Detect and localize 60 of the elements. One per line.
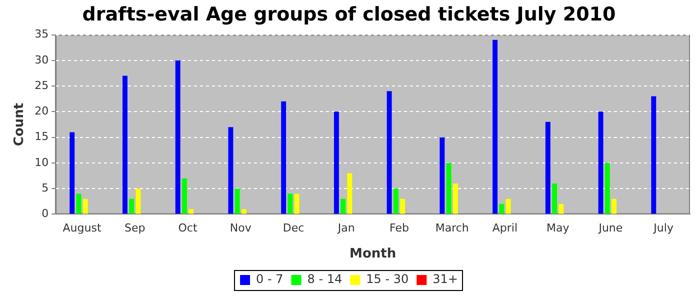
bar xyxy=(492,40,498,214)
bar xyxy=(604,162,610,214)
bar xyxy=(446,162,452,214)
x-tick-label: Sep xyxy=(124,222,146,235)
bar xyxy=(334,112,339,214)
legend-label: 31+ xyxy=(432,272,458,286)
bar xyxy=(612,198,616,214)
legend-label: 0 - 7 xyxy=(256,272,284,286)
bar xyxy=(188,209,194,214)
bar xyxy=(228,127,234,214)
bar xyxy=(545,122,550,214)
x-tick-label: Nov xyxy=(230,222,252,235)
y-axis-title: Count xyxy=(12,102,28,146)
bar xyxy=(234,188,240,214)
y-tick-label: 20 xyxy=(34,104,49,118)
x-tick-label: April xyxy=(492,222,518,235)
bar xyxy=(558,204,564,214)
x-tick-label: Jan xyxy=(336,222,355,235)
y-tick-label: 10 xyxy=(34,156,49,169)
bar xyxy=(552,183,558,214)
bar xyxy=(288,194,293,214)
bar xyxy=(175,60,180,214)
bar xyxy=(393,188,398,214)
bar xyxy=(70,132,75,214)
chart-title: drafts-eval Age groups of closed tickets July 2010 xyxy=(82,3,616,26)
bar xyxy=(76,194,82,214)
x-tick-label: Dec xyxy=(282,222,304,235)
bar xyxy=(241,209,246,214)
bar xyxy=(386,91,392,214)
legend-label: 15 - 30 xyxy=(366,272,409,286)
y-tick-label: 15 xyxy=(34,130,49,144)
bar xyxy=(499,204,504,214)
x-tick-label: August xyxy=(62,222,102,235)
legend-label: 8 - 14 xyxy=(307,272,342,286)
bar xyxy=(440,137,445,214)
bar xyxy=(281,101,286,214)
bar xyxy=(82,198,88,214)
x-tick-label: May xyxy=(546,222,570,235)
x-tick-label: Oct xyxy=(178,222,198,235)
bar xyxy=(651,96,656,214)
bar xyxy=(598,112,604,214)
bar xyxy=(347,173,352,214)
bar xyxy=(136,188,141,214)
bar xyxy=(129,198,134,214)
y-tick-label: 35 xyxy=(34,28,49,41)
x-tick-label: March xyxy=(435,222,469,235)
bar xyxy=(400,198,406,214)
y-tick-label: 30 xyxy=(34,53,49,66)
x-tick-label: July xyxy=(652,222,674,235)
y-tick-label: 5 xyxy=(42,181,49,194)
x-tick-label: June xyxy=(598,222,623,235)
y-tick-label: 25 xyxy=(34,78,49,92)
y-tick-label: 0 xyxy=(42,207,49,220)
x-tick-label: Feb xyxy=(389,222,409,235)
x-axis-title: Month xyxy=(350,246,396,262)
bar xyxy=(340,198,346,214)
bar xyxy=(122,76,128,214)
bar xyxy=(452,183,458,214)
bar xyxy=(182,178,187,214)
bar xyxy=(294,194,300,214)
